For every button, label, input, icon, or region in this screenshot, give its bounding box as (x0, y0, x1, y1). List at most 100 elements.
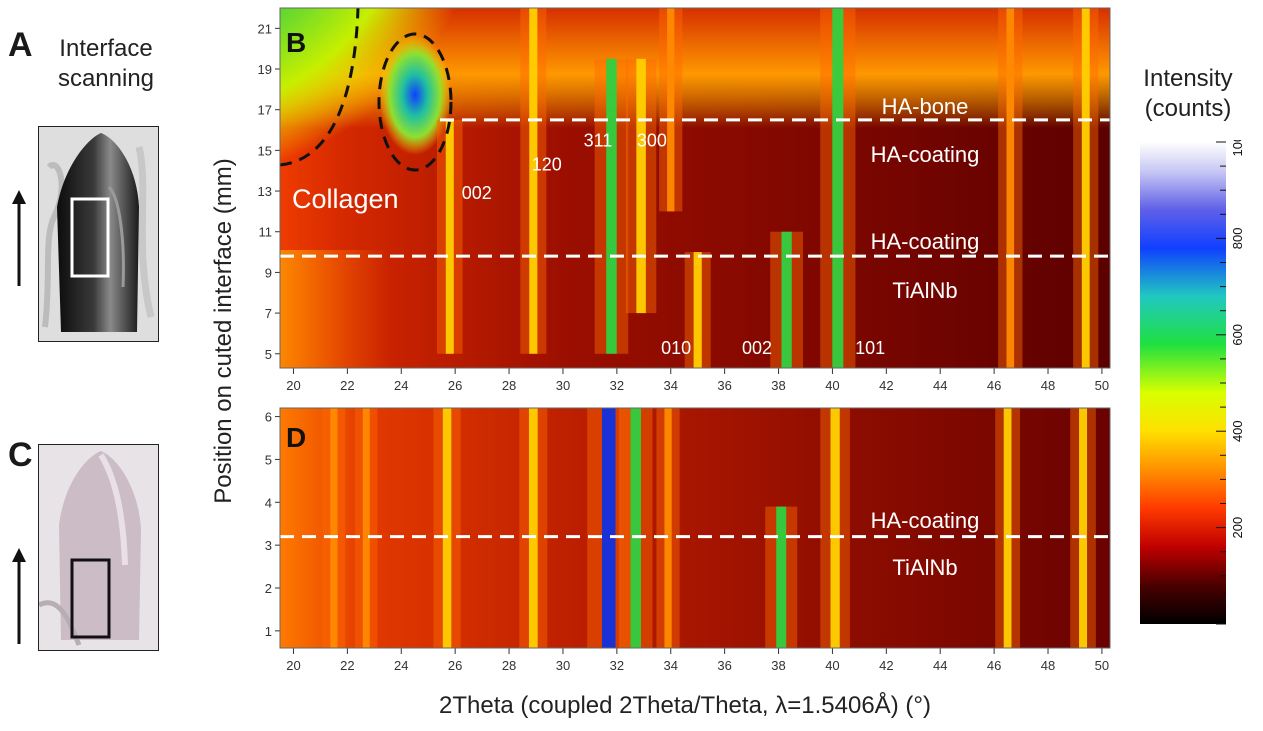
x-tick-label: 48 (1041, 378, 1055, 393)
x-tick-label: 34 (664, 658, 678, 673)
panel-a-caption: Interface scanning (42, 34, 170, 94)
y-tick-label: 1 (265, 624, 272, 639)
peak-index-label: 002 (462, 183, 492, 203)
x-tick-label: 42 (879, 658, 893, 673)
x-tick-label: 36 (717, 658, 731, 673)
y-tick-label: 3 (265, 538, 272, 553)
panel-label-d: D (286, 422, 306, 453)
peak-streak (781, 231, 792, 368)
scan-region-box (70, 197, 110, 278)
y-tick-label: 5 (265, 452, 272, 467)
peak-streak (602, 408, 616, 648)
peak-index-label: 002 (742, 338, 772, 358)
peak-streak (1079, 408, 1088, 648)
y-tick-label: 4 (265, 495, 272, 510)
colorbar-title-line-2: (counts) (1144, 95, 1232, 122)
x-tick-label: 20 (286, 658, 300, 673)
y-tick-label: 17 (258, 103, 272, 118)
y-tick-label: 15 (258, 143, 272, 158)
scan-direction-arrow-a (12, 190, 26, 286)
peak-streak (1003, 408, 1012, 648)
peak-streak (830, 408, 840, 648)
x-tick-label: 34 (664, 378, 678, 393)
x-tick-label: 26 (448, 658, 462, 673)
x-tick-label: 40 (825, 378, 839, 393)
peak-streak (693, 252, 702, 368)
peak-index-label: 010 (661, 338, 691, 358)
y-tick-label: 2 (265, 581, 272, 596)
x-tick-label: 26 (448, 378, 462, 393)
y-tick-label: 7 (265, 306, 272, 321)
colorbar-title-line-1: Intensity (1143, 65, 1233, 92)
caption-line-1: Interface (59, 35, 153, 62)
collagen-peak-circle (377, 32, 453, 172)
peak-streak (1081, 8, 1090, 368)
x-tick-label: 22 (340, 658, 354, 673)
y-tick-label: 11 (259, 225, 273, 240)
y-tick-label: 21 (258, 21, 272, 36)
x-tick-label: 44 (933, 378, 947, 393)
peak-streak (630, 408, 641, 648)
collagen-peak-glow (379, 35, 451, 155)
x-tick-label: 46 (987, 658, 1001, 673)
implant-photo-c-drawing (39, 445, 158, 650)
heatmap-panel-b: 20 22 24 26 28 30 32 34 36 38 40 42 44 46 48 50 5 7 9 11 13… (258, 7, 1111, 393)
peak-streak (832, 8, 844, 368)
panel-label-a: A (8, 26, 33, 64)
x-tick-label: 28 (502, 658, 516, 673)
colorbar-title: Intensity (counts) (1118, 64, 1258, 124)
region-label-ha-bone: HA-bone (882, 94, 969, 119)
colorbar-tick-label: 200 (1230, 517, 1245, 539)
colorbar-tick-label: 400 (1230, 420, 1245, 442)
peak-streak (606, 58, 617, 354)
x-tick-label: 30 (556, 658, 570, 673)
peak-streak (529, 8, 538, 354)
peak-streak (636, 58, 646, 314)
region-label-tialnb: TiAlNb (892, 278, 957, 303)
colorbar-gradient (1140, 142, 1226, 624)
peak-streak (330, 408, 338, 648)
panel-label-b: B (286, 27, 306, 58)
region-label-tialnb: TiAlNb (892, 555, 957, 580)
y-tick-label: 19 (258, 62, 272, 77)
scan-region-box (70, 558, 111, 639)
peak-streak (442, 408, 452, 648)
collagen-label: Collagen (292, 184, 399, 214)
y-tick-label: 13 (258, 184, 272, 199)
x-tick-label: 36 (717, 378, 731, 393)
x-tick-label: 24 (394, 378, 408, 393)
x-tick-label: 30 (556, 378, 570, 393)
x-tick-label: 40 (825, 658, 839, 673)
heatmap-panel-d: 20 22 24 26 28 30 32 34 36 38 40 42 44 46 48 50 123456 … (265, 407, 1111, 673)
x-tick-label: 44 (933, 658, 947, 673)
peak-streak (1006, 8, 1015, 368)
peak-index-label: 120 (532, 155, 562, 175)
y-tick-label: 6 (265, 410, 272, 425)
low-angle-glow (280, 250, 390, 368)
peak-index-label: 311 (584, 130, 613, 150)
peak-streak (667, 8, 675, 212)
region-label-ha-coating-lower: HA-coating (871, 229, 980, 254)
x-tick-label: 32 (610, 658, 624, 673)
x-tick-label: 32 (610, 378, 624, 393)
colorbar-tick-label: 1000 (1230, 140, 1245, 156)
x-axis-title: 2Theta (coupled 2Theta/Theta, λ=1.5406Å)… (439, 692, 931, 719)
region-label-ha-coating: HA-coating (871, 508, 980, 533)
x-tick-label: 38 (771, 658, 785, 673)
colorbar-tick-label: 800 (1230, 228, 1245, 250)
x-tick-label: 42 (879, 378, 893, 393)
panel-label-c: C (8, 436, 33, 474)
x-tick-label: 38 (771, 378, 785, 393)
heatmap-d-frame (279, 407, 1111, 649)
x-tick-label: 48 (1041, 658, 1055, 673)
caption-line-2: scanning (57, 65, 155, 92)
heatmap-d-background (280, 408, 1110, 648)
peak-streak (776, 506, 787, 648)
colorbar-tick-label: 600 (1230, 324, 1245, 346)
implant-photo-c (38, 444, 159, 651)
peak-streak (528, 408, 538, 648)
y-tick-label: 5 (265, 347, 272, 362)
scan-direction-arrow-c (12, 548, 26, 644)
peak-index-label: 300 (637, 130, 667, 150)
peak-streak (362, 408, 370, 648)
